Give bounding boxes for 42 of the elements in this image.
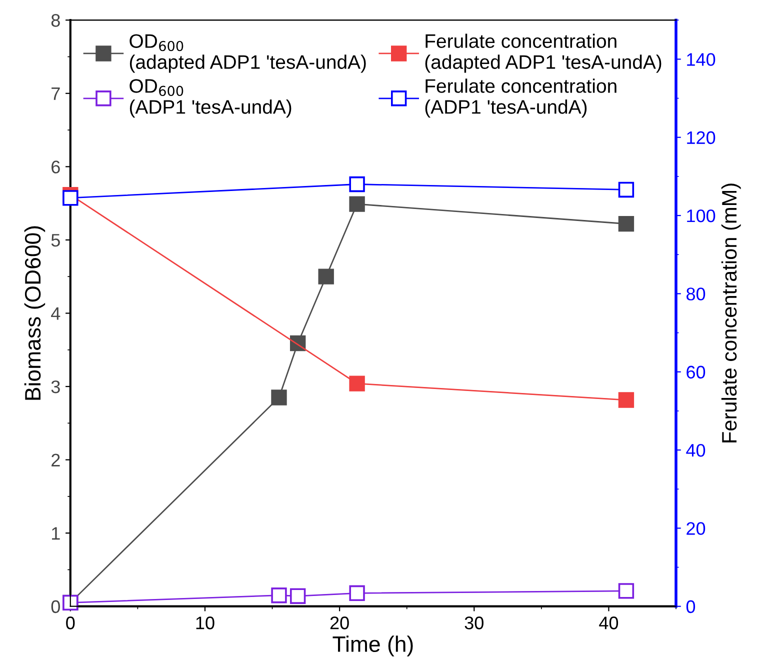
y-tick-label: 5	[51, 234, 60, 247]
y2-tick-label: 140	[687, 53, 716, 66]
legend-label: Ferulate concentration (ADP1 'tesA-undA)	[425, 78, 616, 118]
point	[290, 588, 306, 604]
y2-tick-label: 40	[686, 444, 706, 457]
y2-tick-label: 100	[687, 209, 716, 222]
y2-tick-label: 120	[687, 131, 716, 144]
y-tick-label: 1	[52, 527, 60, 540]
y-axis-title: Biomass (OD600)	[24, 226, 46, 400]
point	[618, 182, 634, 198]
point	[271, 588, 287, 604]
point	[349, 176, 365, 192]
y-tick-label: 8	[51, 14, 60, 27]
point	[62, 190, 78, 206]
y-tick-label: 6	[52, 160, 60, 174]
x-axis-title: Time (h)	[332, 636, 413, 656]
point	[618, 583, 634, 599]
y-tick-label: 4	[51, 307, 60, 320]
point	[618, 216, 634, 232]
y2-tick-label: 80	[686, 288, 706, 300]
x-tick-label: 0	[66, 616, 75, 630]
y2-tick-label: 20	[686, 522, 706, 535]
point	[618, 392, 634, 408]
point	[349, 585, 365, 602]
point	[349, 196, 365, 212]
y-tick-label: 2	[52, 454, 60, 466]
x-tick-label: 40	[599, 616, 618, 630]
legend-label: OD$_{600}$ (ADP1 'tesA-undA)	[130, 79, 292, 118]
point	[271, 390, 287, 406]
point	[318, 268, 334, 284]
point	[349, 376, 365, 392]
legend-label: Ferulate concentration (adapted ADP1 'tesA-undA)	[425, 34, 662, 73]
y2-tick-label: 0	[686, 600, 696, 614]
y2-tick-label: 60	[686, 366, 706, 379]
x-tick-label: 20	[330, 616, 349, 630]
y2-axis-title: Ferulate concentration (mM)	[721, 184, 741, 442]
legend-label: OD$_{600}$ (adapted ADP1 'tesA-undA)	[130, 34, 366, 73]
y-tick-label: 3	[51, 380, 60, 394]
x-tick-label: 10	[196, 616, 214, 630]
y-tick-label: 0	[51, 600, 60, 614]
y-tick-label: 7	[52, 88, 60, 100]
x-tick-label: 30	[464, 616, 484, 630]
